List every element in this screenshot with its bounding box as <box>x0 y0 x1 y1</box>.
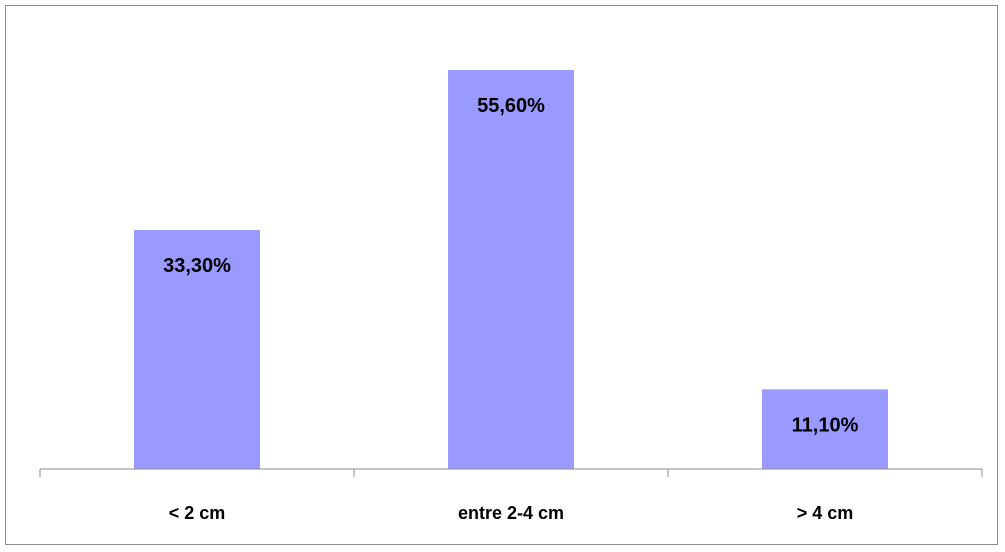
data-label-2: 55,60% <box>477 95 545 117</box>
data-label-1: 33,30% <box>163 255 231 277</box>
data-labels-group: 33,30% 55,60% 11,10% <box>163 95 859 436</box>
x-tick-label-1: < 2 cm <box>169 503 226 523</box>
x-tick-label-3: > 4 cm <box>797 503 854 523</box>
bar-2 <box>448 70 574 469</box>
x-tick-label-2: entre 2-4 cm <box>458 503 564 523</box>
bar-3 <box>762 389 888 469</box>
bars-group <box>134 70 888 469</box>
data-label-3: 11,10% <box>792 414 859 436</box>
x-axis: < 2 cm entre 2-4 cm > 4 cm <box>39 468 983 523</box>
bar-1 <box>134 230 260 469</box>
